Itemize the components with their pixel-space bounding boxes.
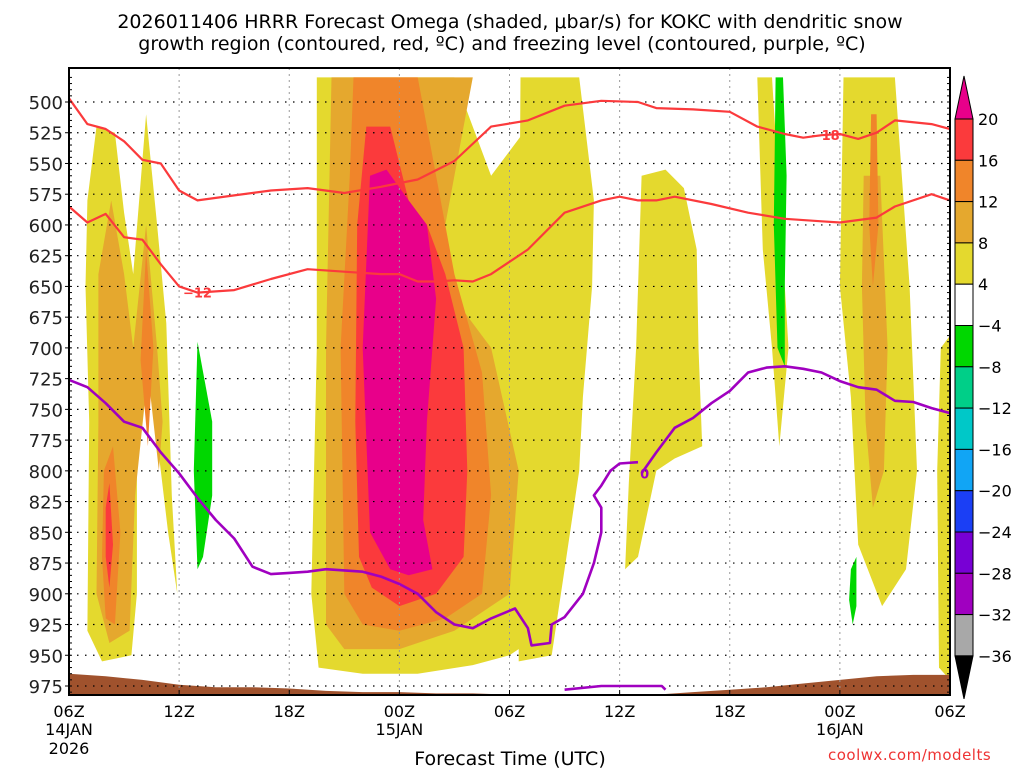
colorbar-swatch xyxy=(954,118,974,161)
omega-region-right-yellow-2 xyxy=(625,169,703,570)
dgz-contour--12 xyxy=(69,193,950,294)
x-tick-label: 18Z xyxy=(274,702,305,721)
y-tick-label: 525 xyxy=(29,124,63,145)
contour-lines: −18 −12 0 xyxy=(69,97,950,691)
colorbar-swatch xyxy=(954,572,974,616)
colorbar-swatch xyxy=(954,242,974,285)
y-tick-label: 650 xyxy=(29,277,63,298)
dgz-contour-label: −18 xyxy=(811,129,840,144)
colorbar-label: 4 xyxy=(978,275,988,294)
colorbar: 20 16 12 8 4 −4 −8 −12 −16 −20 −24 −28 −32 −36 xyxy=(954,75,1012,700)
x-axis-label: Forecast Time (UTC) xyxy=(414,748,605,768)
colorbar-label: −24 xyxy=(978,523,1012,542)
freezing-level-contour-b xyxy=(640,364,950,475)
y-tick-label: 550 xyxy=(29,154,63,175)
x-tick-label: 12Z xyxy=(163,702,194,721)
x-tick-sublabel: 14JAN xyxy=(45,720,93,739)
omega-region-main-column-20 xyxy=(362,169,437,576)
y-tick-label: 750 xyxy=(29,400,63,421)
freezing-level-contour-c xyxy=(564,684,667,691)
colorbar-label: −12 xyxy=(978,399,1012,418)
y-tick-label: 600 xyxy=(29,216,63,237)
y-tick-label: 725 xyxy=(29,370,63,391)
y-tick-label: 825 xyxy=(29,493,63,514)
x-tick-label: 12Z xyxy=(604,702,635,721)
y-tick-label: 900 xyxy=(29,585,63,606)
colorbar-label: −32 xyxy=(978,606,1012,625)
colorbar-label: 12 xyxy=(978,193,998,212)
dgz-contour--18 xyxy=(69,97,950,202)
omega-region-right-edge xyxy=(937,335,950,680)
x-tick-label: 00Z xyxy=(384,702,415,721)
omega-region-left-column-12 xyxy=(140,249,154,447)
omega-region-right-yellow-4c xyxy=(869,114,879,287)
omega-region-green-3 xyxy=(849,556,857,625)
omega-region-right-yellow-1 xyxy=(518,77,594,662)
y-tick-label: 500 xyxy=(29,93,63,114)
omega-region-green-2 xyxy=(773,77,787,367)
colorbar-swatch xyxy=(954,159,974,203)
y-tick-label: 575 xyxy=(29,185,63,206)
x-tick-label: 06Z xyxy=(494,702,525,721)
y-tick-label: 925 xyxy=(29,616,63,637)
colorbar-label: −36 xyxy=(978,647,1012,666)
axes: 500 525 550 575 600 625 650 675 700 725 750 775 800 8… xyxy=(29,67,966,758)
chart-title-line2: growth region (contoured, red, ºC) and f… xyxy=(138,33,866,55)
omega-region-green-1 xyxy=(193,341,213,570)
y-tick-label: 850 xyxy=(29,523,63,544)
omega-region-left-column-16 xyxy=(105,483,113,588)
omega-region-right-yellow-4b xyxy=(861,175,888,508)
y-tick-label: 950 xyxy=(29,646,63,667)
x-tick-label: 00Z xyxy=(824,702,855,721)
colorbar-label: −4 xyxy=(978,317,1002,336)
x-tick-label: 18Z xyxy=(714,702,745,721)
colorbar-swatch xyxy=(954,490,974,533)
x-tick-sublabel: 16JAN xyxy=(816,720,864,739)
colorbar-label: −8 xyxy=(978,358,1002,377)
x-tick-sublabel: 15JAN xyxy=(376,720,424,739)
colorbar-label: −16 xyxy=(978,440,1012,459)
x-tick-sublabel: 2026 xyxy=(49,739,90,758)
y-tick-label: 675 xyxy=(29,308,63,329)
colorbar-swatch xyxy=(954,366,974,409)
colorbar-label: −20 xyxy=(978,482,1012,501)
colorbar-extend-bottom xyxy=(954,655,974,700)
terrain-fill xyxy=(69,673,950,695)
colorbar-swatch xyxy=(954,407,974,450)
y-tick-label: 625 xyxy=(29,247,63,268)
colorbar-swatch xyxy=(954,531,974,574)
colorbar-swatch xyxy=(954,325,974,368)
colorbar-label: 8 xyxy=(978,234,988,253)
y-tick-label: 775 xyxy=(29,431,63,452)
colorbar-extend-top xyxy=(954,75,974,120)
chart-title-line1: 2026011406 HRRR Forecast Omega (shaded, … xyxy=(117,11,903,33)
credit-link[interactable]: coolwx.com/modelts xyxy=(828,746,992,764)
y-tick-label: 700 xyxy=(29,339,63,360)
freezing-level-contour xyxy=(69,378,639,647)
omega-shading xyxy=(85,77,950,680)
colorbar-swatch xyxy=(954,448,974,492)
x-tick-label: 06Z xyxy=(934,702,965,721)
colorbar-swatch xyxy=(954,283,974,327)
colorbar-swatch xyxy=(954,614,974,657)
colorbar-label: 16 xyxy=(978,151,998,170)
y-tick-label: 800 xyxy=(29,462,63,483)
colorbar-swatch xyxy=(954,201,974,244)
grid-lines xyxy=(69,68,950,695)
y-tick-label: 875 xyxy=(29,554,63,575)
dgz-contour-label: −12 xyxy=(183,287,212,302)
colorbar-label: −28 xyxy=(978,564,1012,583)
x-tick-label: 06Z xyxy=(53,702,84,721)
freezing-level-label: 0 xyxy=(640,467,649,482)
terrain-layer xyxy=(69,673,950,695)
y-tick-label: 975 xyxy=(29,677,63,698)
colorbar-label: 20 xyxy=(978,110,998,129)
